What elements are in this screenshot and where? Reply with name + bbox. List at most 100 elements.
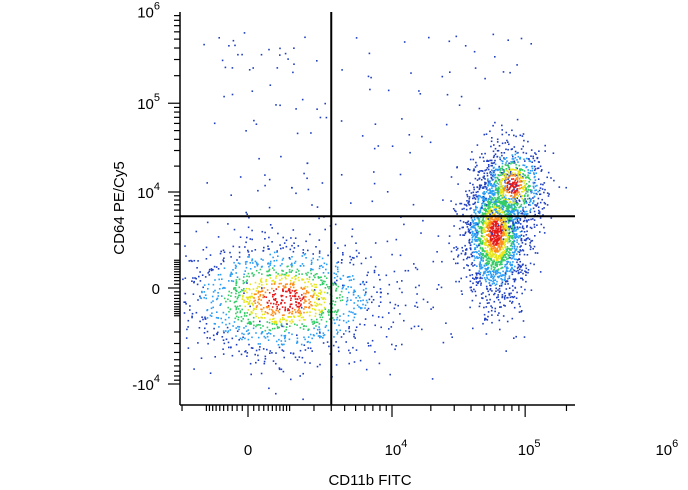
event-point [514, 191, 517, 193]
event-point [333, 282, 335, 285]
event-point [508, 134, 510, 136]
event-point [490, 247, 493, 249]
event-point [372, 299, 375, 301]
event-point [524, 211, 526, 213]
event-point [495, 283, 498, 285]
event-point [397, 304, 399, 307]
event-point [487, 239, 490, 242]
event-point [268, 292, 271, 294]
event-point [291, 310, 294, 313]
event-point [511, 216, 513, 219]
event-point [336, 279, 338, 282]
event-point [345, 330, 347, 332]
event-point [511, 263, 513, 266]
event-point [520, 239, 523, 242]
event-point [527, 194, 529, 196]
event-point [524, 213, 526, 215]
event-point [298, 302, 300, 304]
event-point [496, 141, 499, 143]
event-point [468, 239, 470, 242]
event-point [472, 265, 474, 267]
event-point [492, 273, 495, 276]
event-point [494, 173, 497, 176]
event-point [321, 316, 324, 319]
event-point [485, 216, 488, 219]
event-point [296, 359, 299, 361]
event-point [490, 140, 493, 143]
event-point [267, 339, 270, 341]
event-point [479, 271, 482, 274]
event-point [327, 254, 329, 257]
event-point [276, 305, 278, 308]
event-point [478, 243, 481, 245]
event-point [540, 183, 542, 186]
event-point [395, 238, 398, 241]
event-point [314, 304, 317, 307]
event-point [472, 277, 474, 279]
event-point [530, 198, 532, 200]
event-point [275, 322, 278, 324]
event-point [476, 195, 479, 198]
event-point [526, 176, 528, 178]
event-point [239, 236, 242, 238]
event-point [497, 257, 499, 260]
event-point [482, 217, 484, 219]
event-point [481, 227, 484, 229]
event-point [507, 257, 509, 260]
event-point [448, 235, 451, 237]
event-point [516, 188, 519, 190]
event-point [291, 319, 293, 321]
event-point [319, 265, 321, 267]
event-point [478, 272, 480, 275]
event-point [494, 222, 497, 225]
event-point [212, 306, 214, 309]
event-point [340, 262, 343, 264]
event-point [494, 216, 497, 219]
event-point [497, 188, 499, 191]
event-point [302, 372, 304, 375]
event-point [517, 195, 520, 197]
event-point [479, 277, 481, 280]
event-point [306, 286, 309, 288]
event-point [371, 301, 373, 304]
event-point [480, 284, 482, 286]
event-point [289, 286, 292, 288]
event-point [284, 337, 286, 340]
event-point [359, 323, 361, 326]
event-point [249, 299, 251, 302]
event-point [287, 265, 289, 268]
event-point [201, 316, 203, 318]
event-point [359, 306, 362, 309]
event-point [530, 240, 532, 242]
event-point [526, 210, 528, 213]
event-point [479, 268, 481, 270]
event-point [475, 205, 477, 208]
event-point [184, 292, 187, 295]
event-point [508, 217, 510, 220]
event-point [355, 242, 357, 244]
event-point [485, 318, 487, 320]
event-point [510, 242, 513, 244]
event-point [518, 206, 520, 209]
event-point [318, 298, 320, 300]
event-point [342, 286, 344, 289]
event-point [475, 284, 478, 286]
event-point [500, 213, 502, 216]
event-point [285, 272, 288, 274]
x-tick-label: 105 [518, 438, 541, 459]
event-point [526, 230, 528, 233]
event-point [320, 276, 322, 278]
event-point [474, 67, 477, 69]
event-point [469, 286, 472, 289]
event-point [499, 272, 502, 274]
event-point [318, 330, 321, 333]
event-point [550, 217, 553, 219]
event-point [503, 173, 505, 176]
event-point [504, 235, 507, 237]
event-point [512, 232, 514, 234]
event-point [345, 288, 348, 290]
event-point [466, 200, 468, 202]
event-point [494, 273, 497, 276]
event-point [499, 253, 501, 256]
event-point [506, 170, 509, 173]
